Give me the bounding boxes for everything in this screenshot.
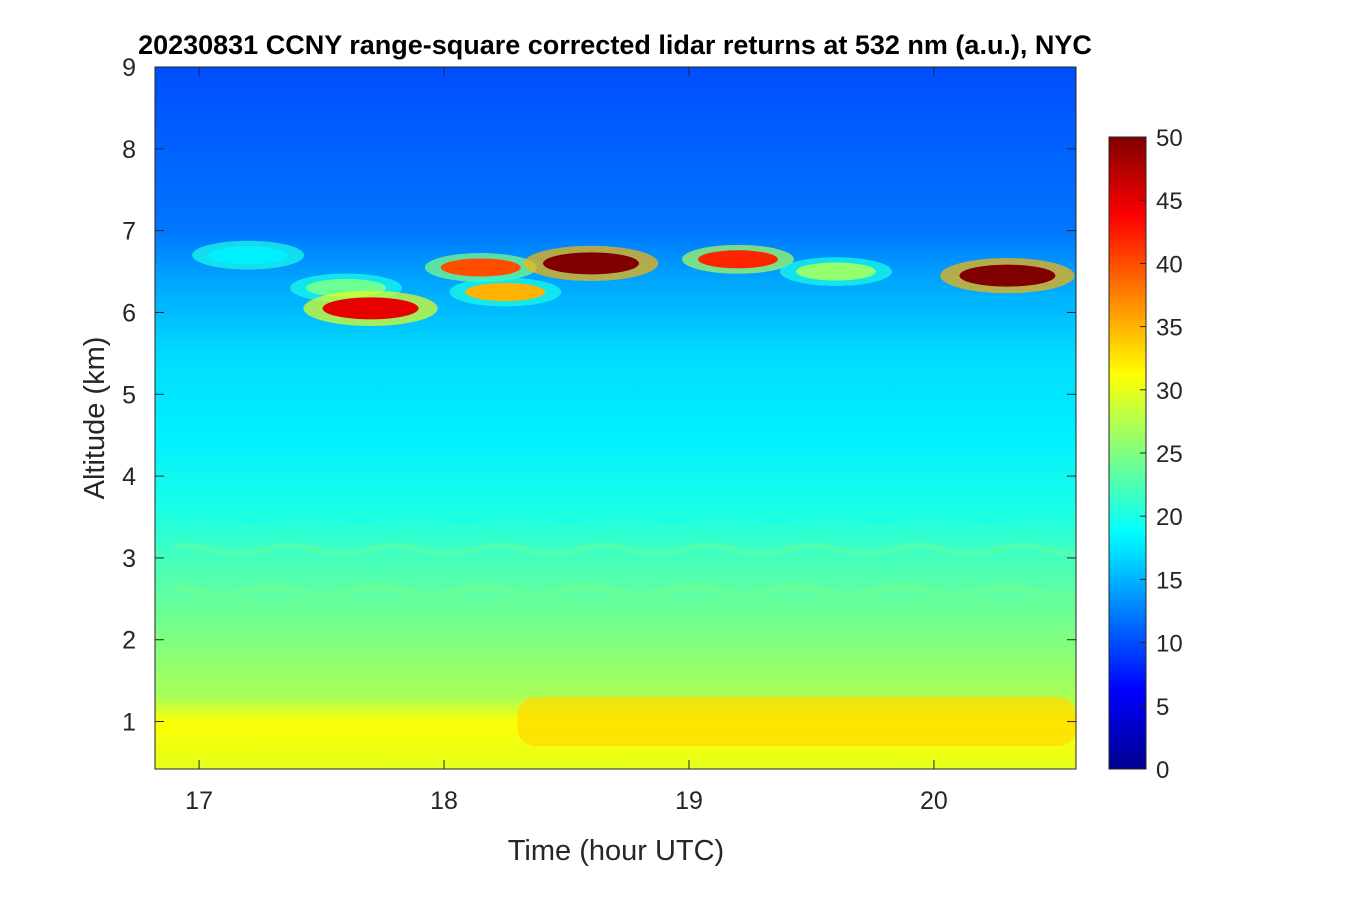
y-tick-label: 6 [122, 299, 136, 327]
cirrus-patch [465, 283, 546, 301]
colorbar-tick-label: 50 [1156, 125, 1183, 152]
y-tick-label: 5 [122, 381, 136, 409]
aerosol-layer [173, 509, 1076, 525]
y-tick-label: 9 [122, 54, 136, 82]
colorbar-gradient [1108, 136, 1147, 770]
y-tick-label: 7 [122, 218, 136, 246]
chart-title: 20230831 CCNY range-square corrected lid… [138, 30, 1092, 60]
colorbar-tick-label: 30 [1156, 378, 1183, 405]
cirrus-patch [208, 246, 289, 265]
x-tick-label: 20 [920, 787, 948, 815]
colorbar-tick-label: 15 [1156, 567, 1183, 594]
aerosol-layer [174, 542, 1076, 557]
cirrus-patch [440, 258, 521, 277]
y-tick-label: 8 [122, 136, 136, 164]
colorbar-tick-label: 5 [1156, 694, 1169, 721]
x-tick-label: 19 [675, 787, 703, 815]
colorbar-tick-label: 25 [1156, 441, 1183, 468]
y-tick-label: 4 [122, 463, 136, 491]
colorbar-tick-label: 35 [1156, 315, 1183, 342]
y-axis: 1 2 3 4 5 6 7 8 9 [122, 54, 1076, 737]
y-tick-label: 3 [122, 545, 136, 573]
x-tick-label: 18 [430, 787, 458, 815]
colorbar-tick-label: 45 [1156, 188, 1183, 215]
plot-frame [154, 66, 1077, 770]
plot-area [155, 67, 1076, 769]
x-axis: 17 18 19 20 [185, 67, 948, 815]
colorbar-tick-label: 10 [1156, 631, 1183, 658]
boundary-layer-band [517, 697, 1076, 747]
x-tick-label: 17 [185, 787, 213, 815]
colorbar-tick-label: 40 [1156, 251, 1183, 278]
cirrus-patch [697, 250, 778, 269]
y-tick-label: 1 [122, 709, 136, 737]
y-tick-label: 2 [122, 627, 136, 655]
aerosol-layer [174, 583, 1076, 598]
y-axis-label: Altitude (km) [79, 337, 111, 500]
cirrus-patch [543, 252, 640, 275]
colorbar-tick-label: 20 [1156, 504, 1183, 531]
cirrus-patch [795, 262, 876, 281]
colorbar-tick-label: 0 [1156, 757, 1169, 784]
cirrus-patch [959, 264, 1056, 287]
heatmap-background [155, 67, 1076, 769]
colorbar: 0 5 10 15 20 25 30 35 40 45 50 [1108, 125, 1183, 784]
x-axis-label: Time (hour UTC) [508, 835, 724, 867]
cirrus-patch [322, 297, 419, 320]
